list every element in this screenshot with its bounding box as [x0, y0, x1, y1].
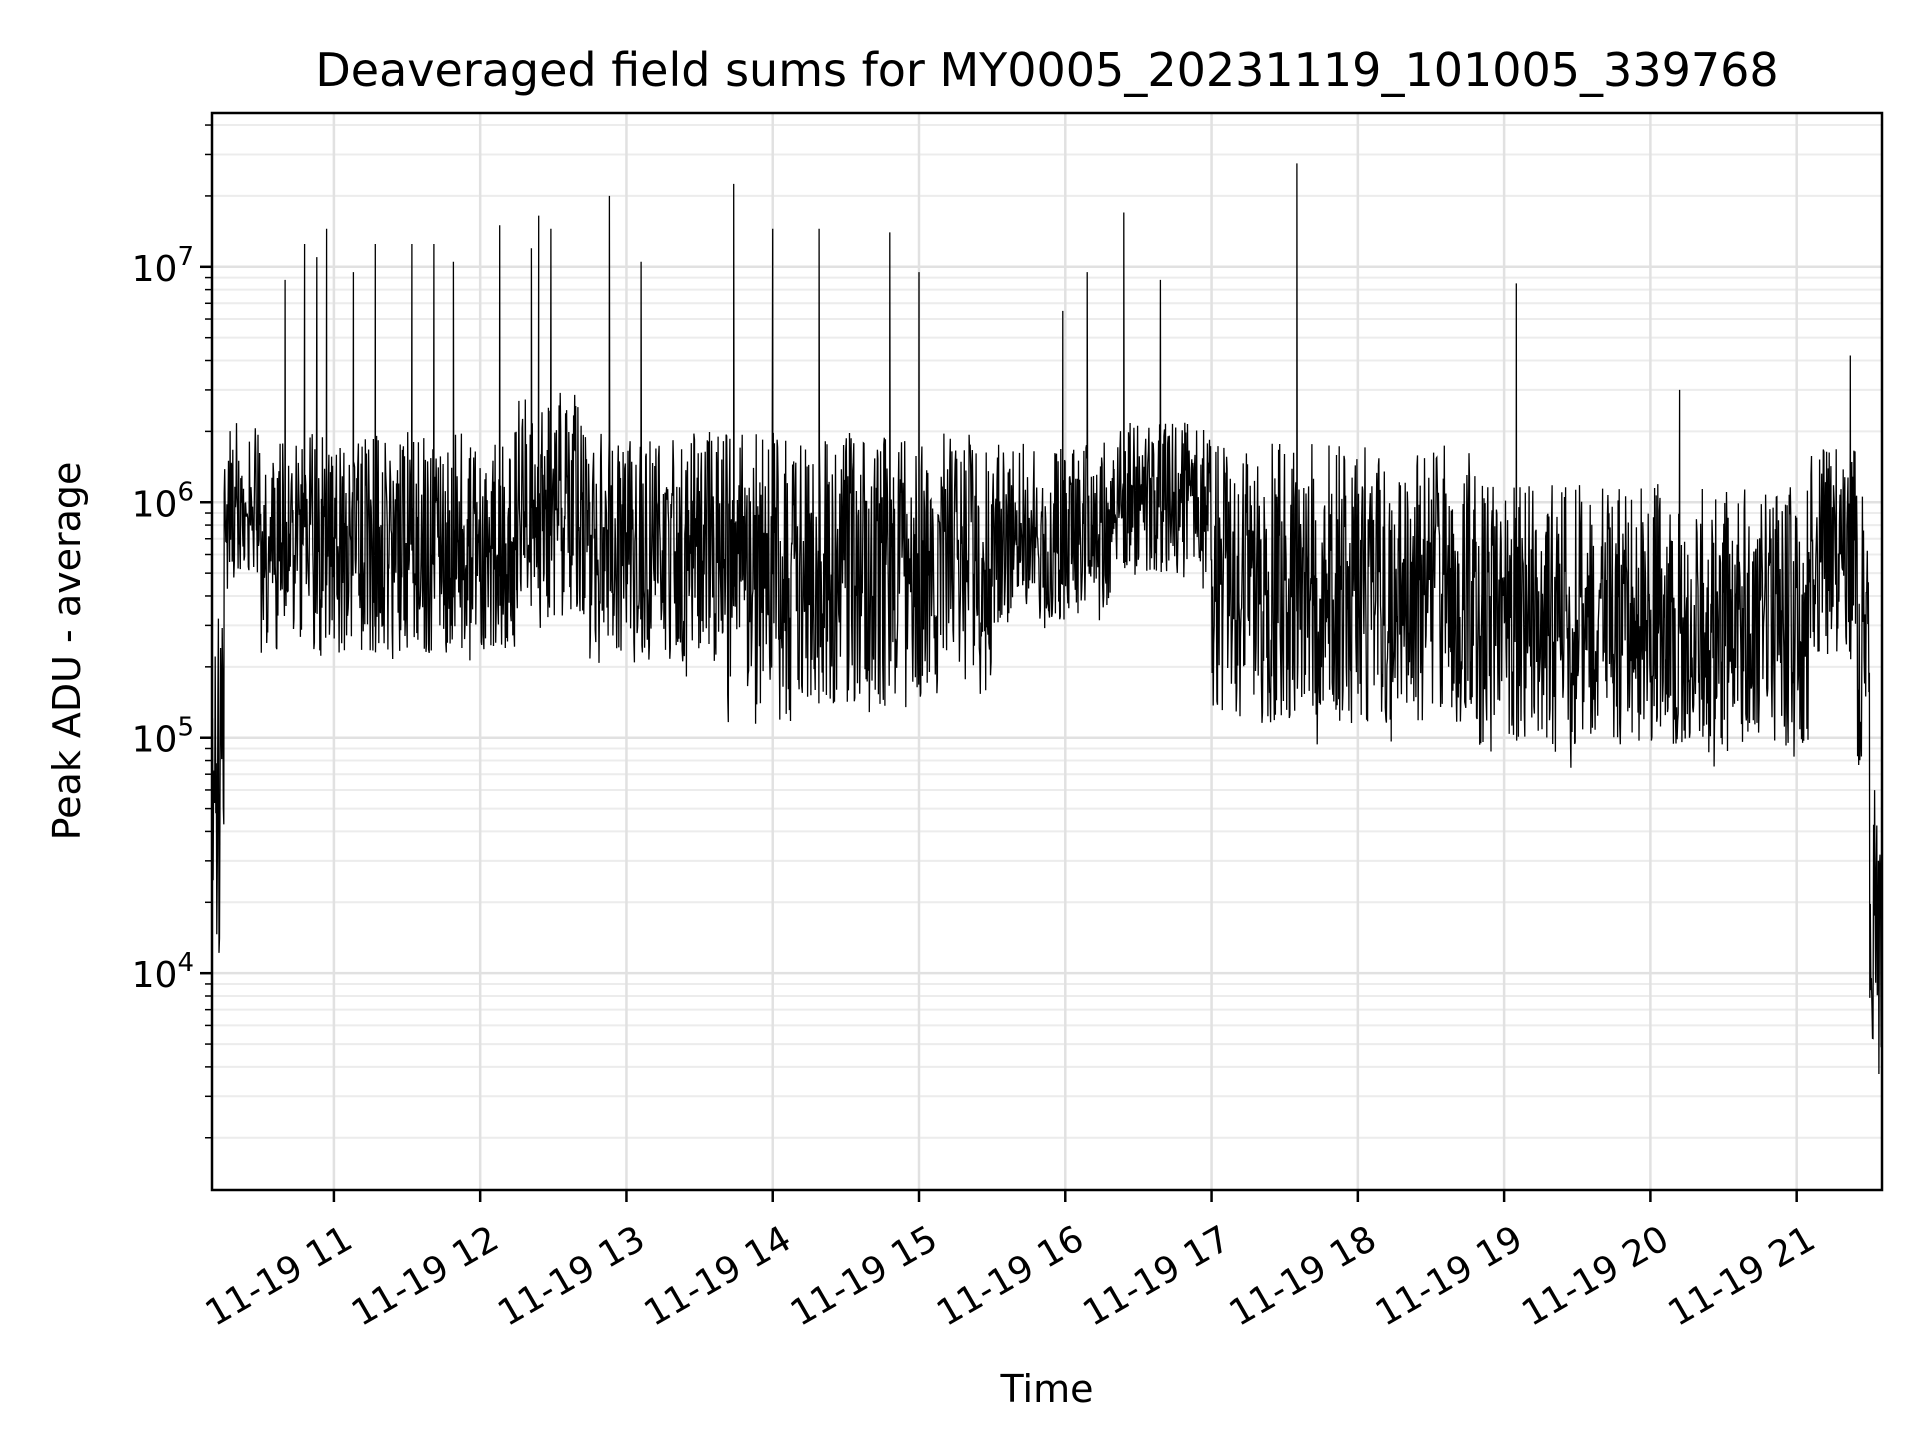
x-tick-label: 11-19 17	[1076, 1218, 1237, 1334]
series-line	[211, 163, 1883, 1075]
y-axis-label: Peak ADU - average	[45, 462, 89, 841]
x-tick-label: 11-19 12	[345, 1218, 506, 1334]
x-tick-label: 11-19 15	[784, 1218, 945, 1334]
x-tick-label: 11-19 11	[199, 1218, 360, 1334]
x-tick-label: 11-19 18	[1223, 1218, 1384, 1334]
y-tick-label: 107	[132, 242, 194, 290]
y-tick-label: 105	[132, 713, 194, 761]
y-tick-label: 104	[132, 948, 194, 996]
x-tick-label: 11-19 21	[1661, 1218, 1822, 1334]
plot-frame	[210, 111, 1884, 1192]
x-tick-label: 11-19 16	[930, 1218, 1091, 1334]
y-tick-label: 106	[132, 477, 194, 525]
x-axis-label: Time	[1000, 1367, 1094, 1411]
series-layer	[211, 163, 1883, 1075]
chart-title: Deaveraged field sums for MY0005_2023111…	[315, 43, 1778, 97]
x-tick-label: 11-19 13	[491, 1218, 652, 1334]
x-tick-label: 11-19 14	[638, 1218, 799, 1334]
x-tick-label: 11-19 19	[1369, 1218, 1530, 1334]
x-tick-label: 11-19 20	[1515, 1218, 1676, 1334]
grid	[212, 113, 1882, 1190]
